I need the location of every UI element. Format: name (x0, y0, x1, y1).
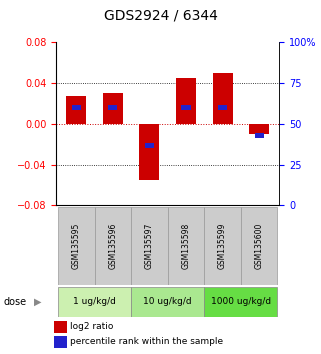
Bar (54, 321, 67, 333)
Text: 10 ug/kg/d: 10 ug/kg/d (143, 297, 192, 306)
Bar (131, 207, 168, 285)
Text: 1000 ug/kg/d: 1000 ug/kg/d (211, 297, 271, 306)
Text: GSM135598: GSM135598 (181, 223, 190, 269)
Bar (204, 207, 241, 285)
Text: GSM135596: GSM135596 (108, 223, 117, 269)
Text: GSM135599: GSM135599 (218, 223, 227, 269)
Bar (72, 105, 81, 110)
Bar (58, 287, 131, 317)
Bar (66, 96, 86, 124)
Bar (145, 143, 154, 148)
Bar (131, 287, 204, 317)
Text: GSM135600: GSM135600 (255, 223, 264, 269)
Bar (181, 105, 191, 110)
Bar (176, 78, 196, 124)
Bar (255, 133, 264, 138)
Text: 1 ug/kg/d: 1 ug/kg/d (73, 297, 116, 306)
Bar (249, 124, 269, 134)
Bar (58, 207, 95, 285)
Bar (95, 207, 131, 285)
Bar (241, 207, 277, 285)
Text: ▶: ▶ (34, 297, 41, 307)
Bar (54, 336, 67, 348)
Text: GSM135597: GSM135597 (145, 223, 154, 269)
Bar (218, 105, 227, 110)
Bar (204, 287, 277, 317)
Bar (168, 207, 204, 285)
Bar (108, 105, 117, 110)
Bar (103, 93, 123, 124)
Bar (139, 124, 160, 180)
Text: percentile rank within the sample: percentile rank within the sample (70, 337, 223, 346)
Text: GSM135595: GSM135595 (72, 223, 81, 269)
Text: GDS2924 / 6344: GDS2924 / 6344 (104, 9, 217, 23)
Text: log2 ratio: log2 ratio (70, 322, 114, 331)
Text: dose: dose (3, 297, 26, 307)
Bar (213, 73, 233, 124)
